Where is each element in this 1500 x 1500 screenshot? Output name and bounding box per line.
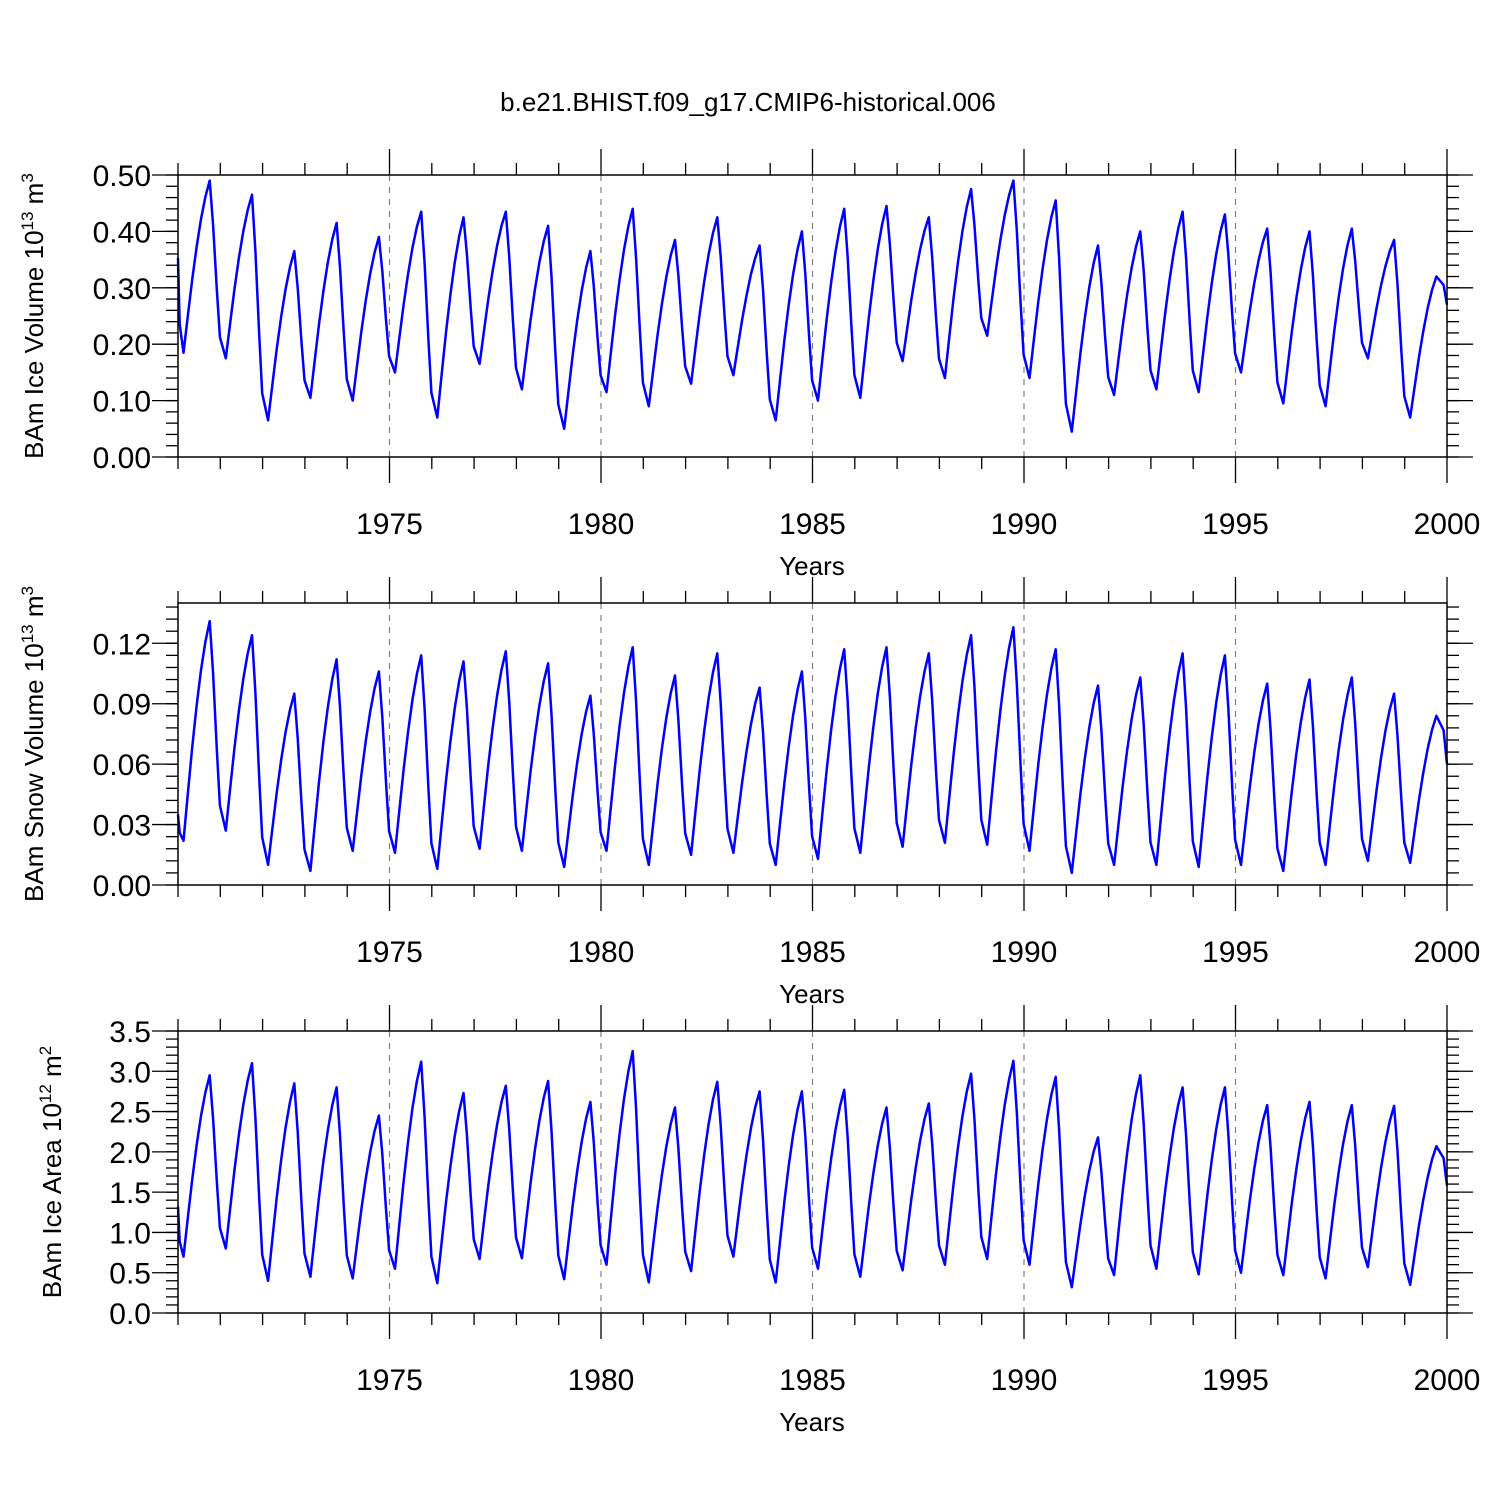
ice-area-y-axis-title: BAm Ice Area 1012 m2: [36, 1046, 67, 1298]
y-tick-label: 0.10: [93, 386, 151, 419]
ice-area-plot-frame: [177, 1030, 1448, 1314]
ice-volume-x-axis-title: Years: [779, 551, 845, 581]
x-tick-label-2000: 2000: [1414, 936, 1481, 969]
x-tick-label-1995: 1995: [1202, 1364, 1269, 1397]
ice-volume-plot-frame: [177, 174, 1448, 458]
ice-area-x-axis-title: Years: [779, 1407, 845, 1437]
ice-volume-y-axis-title: BAm Ice Volume 1013 m3: [18, 173, 49, 459]
y-tick-label: 0.00: [93, 442, 151, 475]
y-tick-label: 1.0: [109, 1217, 151, 1250]
x-tick-label-1985: 1985: [779, 1364, 846, 1397]
y-tick-label: 0.40: [93, 216, 151, 249]
panels: 0.00 0.10 0.20 0.30 0.40 0.50 1975 1980 1985 1990…: [18, 149, 1480, 1437]
x-tick-label-1980: 1980: [568, 1364, 635, 1397]
y-tick-label: 3.5: [109, 1016, 151, 1049]
ice-area-series-line: [176, 1049, 1449, 1289]
x-tick-label-1985: 1985: [779, 936, 846, 969]
x-tick-label-1985: 1985: [779, 508, 846, 541]
snow-volume-series-line: [176, 619, 1449, 875]
x-tick-label-1990: 1990: [991, 936, 1058, 969]
snow-volume-x-axis-title: Years: [779, 979, 845, 1009]
ice-volume-panel: 0.00 0.10 0.20 0.30 0.40 0.50 1975 1980 1985 1990…: [18, 149, 1480, 581]
x-tick-label-2000: 2000: [1414, 508, 1481, 541]
x-tick-label-1995: 1995: [1202, 508, 1269, 541]
x-tick-label-1990: 1990: [991, 508, 1058, 541]
y-tick-label: 0.50: [93, 160, 151, 193]
y-tick-label: 2.5: [109, 1097, 151, 1130]
chart-title: b.e21.BHIST.f09_g17.CMIP6-historical.006: [500, 87, 996, 117]
ice-area-panel: 0.0 0.5 1.0 1.5 2.0 2.5 3.0 3.5 1975 1980 1985 1990…: [36, 1005, 1480, 1437]
y-tick-label: 3.0: [109, 1056, 151, 1089]
x-tick-label-2000: 2000: [1414, 1364, 1481, 1397]
x-tick-label-1990: 1990: [991, 1364, 1058, 1397]
y-tick-label: 0.03: [93, 810, 151, 843]
y-tick-label: 0.0: [109, 1298, 151, 1331]
y-tick-label: 0.12: [93, 628, 151, 661]
y-tick-label: 0.5: [109, 1258, 151, 1291]
x-tick-label-1975: 1975: [356, 1364, 423, 1397]
y-tick-label: 0.20: [93, 329, 151, 362]
x-tick-label-1980: 1980: [568, 508, 635, 541]
y-tick-label: 2.0: [109, 1137, 151, 1170]
x-tick-label-1980: 1980: [568, 936, 635, 969]
y-tick-label: 1.5: [109, 1177, 151, 1210]
x-tick-label-1975: 1975: [356, 508, 423, 541]
y-tick-label: 0.06: [93, 749, 151, 782]
x-tick-label-1975: 1975: [356, 936, 423, 969]
x-tick-label-1995: 1995: [1202, 936, 1269, 969]
y-tick-label: 0.09: [93, 689, 151, 722]
ice-volume-series-line: [176, 179, 1449, 433]
snow-volume-y-axis-title: BAm Snow Volume 1013 m3: [18, 586, 49, 902]
y-tick-label: 0.30: [93, 273, 151, 306]
snow-volume-panel: 0.00 0.03 0.06 0.09 0.12 1975 1980 1985 1990 1995…: [18, 577, 1480, 1009]
y-tick-label: 0.00: [93, 870, 151, 903]
